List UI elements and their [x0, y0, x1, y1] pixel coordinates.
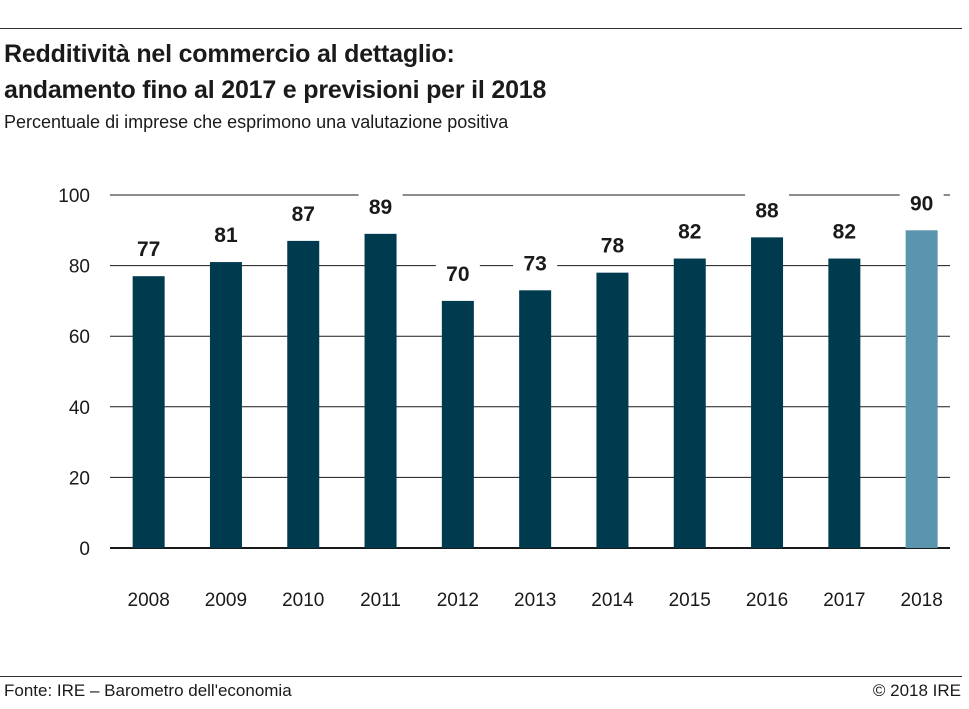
- value-label-bg-2009: [203, 218, 248, 249]
- y-tick-label-100: 100: [58, 186, 90, 207]
- x-tick-label-2011: 2011: [360, 590, 401, 611]
- title-line-1: Redditività nel commercio al dettaglio:: [4, 40, 455, 68]
- x-tick-label-2013: 2013: [514, 590, 556, 611]
- bar-2009: [209, 262, 242, 548]
- value-labels: 77 81 87 89 70 73 78 82 88 82 90: [126, 186, 944, 287]
- value-label-2018: 90: [910, 192, 933, 215]
- value-label-2013: 73: [523, 252, 546, 275]
- y-axis-ticks: 0 20 40 60 80 100: [58, 186, 90, 560]
- top-rule: [0, 28, 962, 29]
- x-tick-label-2009: 2009: [205, 590, 247, 611]
- value-label-bg-2015: [667, 214, 712, 245]
- value-label-2014: 78: [601, 235, 625, 258]
- value-label-bg-2010: [281, 196, 326, 227]
- value-label-2016: 88: [755, 199, 779, 222]
- chart-subtitle: Percentuale di imprese che esprimono una…: [4, 112, 509, 132]
- chart-title: Redditività nel commercio al dettaglio: …: [4, 36, 546, 108]
- source-note: Fonte: IRE – Barometro dell'economia: [4, 681, 292, 700]
- value-label-2010: 87: [292, 203, 315, 226]
- title-line-2: andamento fino al 2017 e previsioni per …: [4, 76, 547, 104]
- value-label-2015: 82: [678, 221, 701, 244]
- y-tick-label-40: 40: [69, 398, 90, 419]
- y-tick-label-80: 80: [69, 257, 90, 278]
- bar-2014: [596, 272, 629, 548]
- bar-2015: [673, 258, 706, 548]
- bar-2016: [751, 237, 784, 549]
- value-label-bg-2008: [126, 232, 171, 263]
- value-label-bg-2012: [435, 256, 480, 287]
- x-tick-label-2014: 2014: [591, 590, 634, 611]
- y-tick-label-0: 0: [79, 539, 90, 560]
- x-tick-label-2016: 2016: [746, 590, 788, 611]
- bar-2011: [364, 233, 397, 548]
- value-label-2011: 89: [369, 196, 392, 219]
- bar-2012: [441, 300, 474, 548]
- bars: [132, 230, 938, 549]
- value-label-2012: 70: [446, 263, 469, 286]
- bar-2010: [287, 240, 320, 548]
- bar-2017: [828, 258, 861, 548]
- x-tick-label-2018: 2018: [901, 590, 943, 611]
- value-label-bg-2017: [822, 214, 867, 245]
- x-tick-label-2010: 2010: [282, 590, 324, 611]
- value-label-bg-2014: [590, 228, 635, 259]
- value-label-bg-2016: [745, 193, 790, 224]
- value-label-bg-2011: [358, 189, 403, 220]
- x-tick-label-2008: 2008: [128, 590, 170, 611]
- value-label-2008: 77: [137, 238, 160, 261]
- x-tick-label-2012: 2012: [437, 590, 479, 611]
- bar-2018: [905, 230, 938, 549]
- bar-2008: [132, 276, 165, 548]
- x-axis-ticks: 2008 2009 2010 2011 2012 2013 2014 2015 2016 2017…: [128, 590, 943, 611]
- value-label-bg-2013: [513, 246, 558, 277]
- value-label-2017: 82: [833, 221, 856, 244]
- x-tick-label-2015: 2015: [669, 590, 711, 611]
- value-label-bg-2018: [899, 186, 944, 217]
- bottom-rule: [0, 676, 962, 677]
- copyright-note: © 2018 IRE: [872, 681, 961, 700]
- bar-2013: [519, 290, 552, 548]
- y-tick-label-20: 20: [69, 468, 90, 489]
- y-tick-label-60: 60: [69, 327, 90, 348]
- x-tick-label-2017: 2017: [823, 590, 865, 611]
- value-label-2009: 81: [214, 224, 238, 247]
